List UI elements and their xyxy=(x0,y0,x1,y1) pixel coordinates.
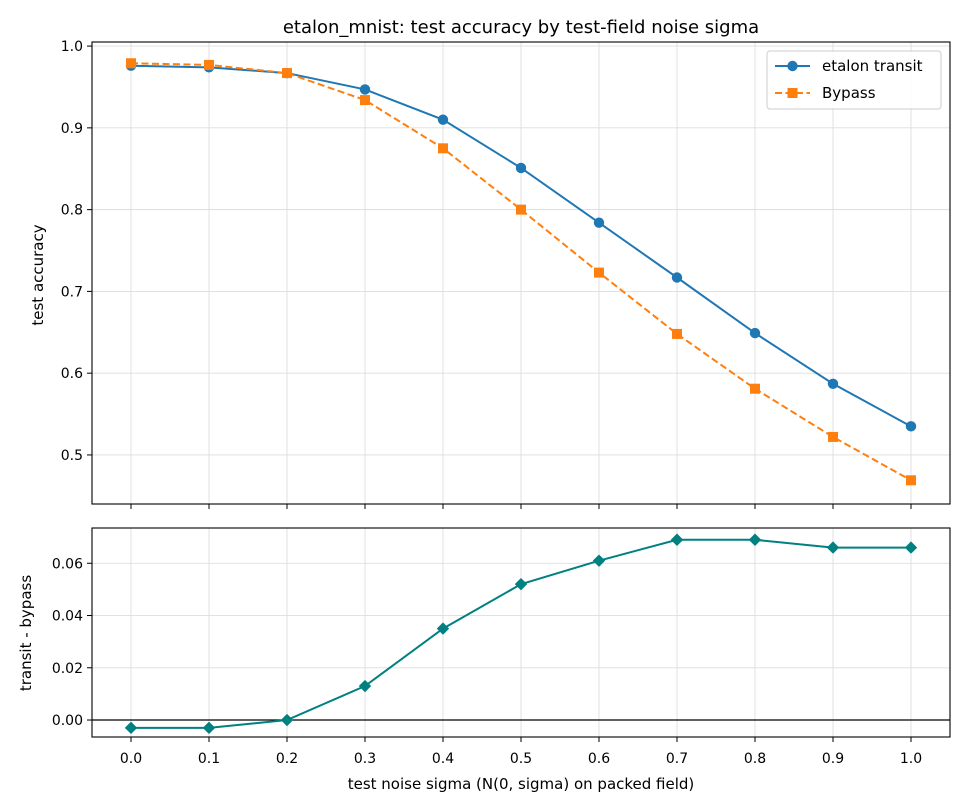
top-y-tick-label: 0.6 xyxy=(61,366,83,382)
data-point-bypass xyxy=(282,68,292,79)
data-point-etalon-transit xyxy=(593,217,605,228)
x-tick-label: 0.5 xyxy=(510,751,532,767)
data-point-bypass xyxy=(750,383,760,394)
data-point-etalon-transit xyxy=(437,114,449,125)
legend-marker xyxy=(787,88,798,98)
x-tick-label: 1.0 xyxy=(900,751,922,767)
bottom-axes-frame xyxy=(91,527,951,738)
data-point-etalon-transit xyxy=(905,421,917,432)
series-line-bypass xyxy=(130,62,912,482)
x-axis-label: test noise sigma (N(0, sigma) on packed … xyxy=(348,775,695,793)
data-point-etalon-transit xyxy=(827,378,839,389)
data-point-difference xyxy=(670,533,684,546)
data-point-bypass xyxy=(126,58,136,69)
data-point-bypass xyxy=(204,59,214,70)
bottom-y-tick-label: 0.00 xyxy=(52,713,83,729)
data-point-bypass xyxy=(360,95,370,106)
x-tick-label: 0.0 xyxy=(120,751,142,767)
data-point-difference xyxy=(748,533,762,546)
legend: etalon transit Bypass xyxy=(766,50,942,110)
data-point-difference xyxy=(124,721,138,735)
x-tick-label: 0.2 xyxy=(276,751,298,767)
data-point-bypass xyxy=(906,475,916,486)
bottom-y-axis-label: transit - bypass xyxy=(17,575,35,691)
legend-label: etalon transit xyxy=(822,57,923,75)
top-plot-area: 0.5 0.6 0.7 0.8 0.9 1.0 xyxy=(61,39,951,509)
x-tick-label: 0.3 xyxy=(354,751,376,767)
x-tick-label: 0.6 xyxy=(588,751,610,767)
data-point-difference xyxy=(592,554,606,567)
bottom-y-tick-label: 0.04 xyxy=(52,609,83,625)
legend-marker xyxy=(787,60,798,72)
data-point-bypass xyxy=(516,204,526,215)
x-tick-label: 0.4 xyxy=(432,751,454,767)
top-y-tick-label: 0.8 xyxy=(61,203,83,219)
data-point-etalon-transit xyxy=(671,272,683,283)
data-point-bypass xyxy=(828,431,838,442)
legend-label: Bypass xyxy=(822,84,876,102)
top-y-axis-label: test accuracy xyxy=(29,224,47,325)
x-tick-label: 0.9 xyxy=(822,751,844,767)
data-point-difference xyxy=(514,577,528,591)
data-point-difference xyxy=(202,721,216,735)
bottom-y-tick-label: 0.02 xyxy=(52,661,83,677)
data-point-bypass xyxy=(672,328,682,339)
x-tick-label: 0.1 xyxy=(198,751,220,767)
x-tick-label: 0.8 xyxy=(744,751,766,767)
bottom-plot-area: 0.00 0.02 0.04 0.06 0.0 0.1 0.2 0.3 0.4 0.5 0.6 0.7… xyxy=(52,527,951,767)
top-y-tick-label: 0.5 xyxy=(61,448,83,464)
top-axes-frame xyxy=(91,41,951,505)
data-point-etalon-transit xyxy=(359,84,371,95)
legend-box xyxy=(766,50,942,110)
top-y-tick-label: 1.0 xyxy=(61,39,83,55)
x-tick-label: 0.7 xyxy=(666,751,688,767)
data-point-etalon-transit xyxy=(515,162,527,174)
chart-title: etalon_mnist: test accuracy by test-fiel… xyxy=(283,17,759,38)
data-point-difference xyxy=(436,622,450,635)
data-point-difference xyxy=(358,679,372,693)
data-point-bypass xyxy=(438,143,448,154)
top-y-tick-label: 0.9 xyxy=(61,121,83,137)
data-point-bypass xyxy=(594,267,604,278)
bottom-y-tick-label: 0.06 xyxy=(52,556,83,572)
data-point-difference xyxy=(826,541,840,554)
data-point-difference xyxy=(904,541,918,554)
top-y-tick-label: 0.7 xyxy=(61,284,83,300)
data-point-etalon-transit xyxy=(749,327,761,339)
data-point-difference xyxy=(280,713,294,727)
